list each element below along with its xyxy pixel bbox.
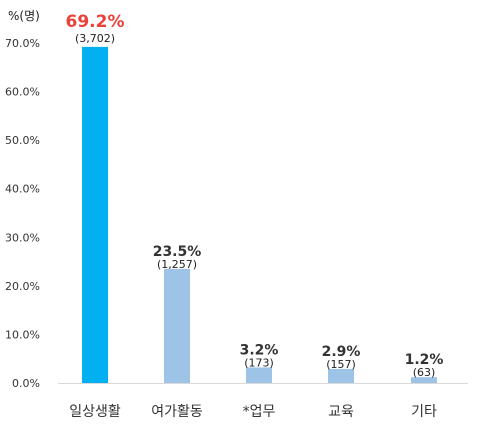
value-label: 23.5% [153,244,202,260]
x-tick-label: 교육 [328,404,354,420]
y-tick-label: 70.0% [5,37,40,50]
value-label: 3.2% [240,342,279,358]
x-tick-label: 일상생활 [69,404,121,420]
x-tick-label: 여가활동 [151,404,203,420]
value-label: 1.2% [405,352,444,368]
count-label: (3,702) [75,32,115,45]
y-tick-label: 30.0% [5,231,40,244]
y-tick-label: 60.0% [5,86,40,99]
y-tick-label: 20.0% [5,280,40,293]
bar [411,377,437,383]
value-label: 69.2% [66,12,125,32]
y-tick-label: 40.0% [5,183,40,196]
bar [82,46,108,384]
count-label: (63) [413,366,436,379]
count-label: (173) [244,356,274,369]
count-label: (157) [326,358,356,371]
y-tick-label: 10.0% [5,328,40,341]
y-axis-unit-label: %(명) [8,9,40,23]
bar [328,368,354,383]
bar [246,367,272,383]
y-tick-label: 50.0% [5,134,40,147]
value-label: 2.9% [322,344,361,360]
x-tick-label: 기타 [411,404,437,420]
x-tick-label: *업무 [243,404,276,420]
bar [164,268,190,383]
y-tick-label: 0.0% [12,377,40,390]
count-label: (1,257) [157,258,197,271]
